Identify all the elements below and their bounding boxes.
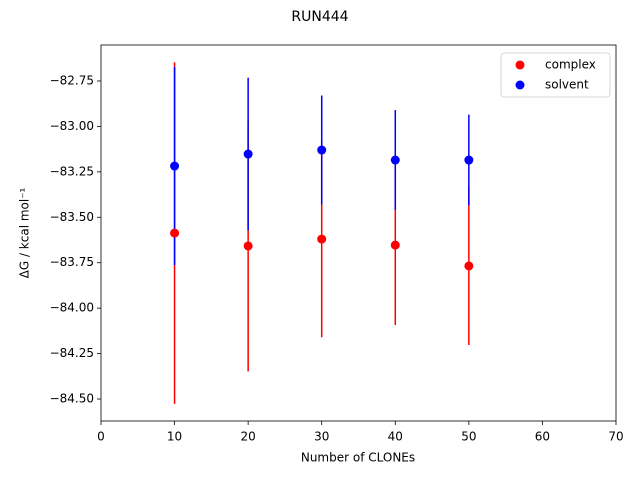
x-tick-label: 20 bbox=[241, 430, 256, 444]
legend-marker bbox=[515, 80, 525, 90]
y-tick-label: −82.75 bbox=[50, 73, 94, 87]
y-tick-label: −83.00 bbox=[50, 119, 94, 133]
point bbox=[317, 145, 327, 155]
point bbox=[170, 161, 180, 171]
x-tick-label: 60 bbox=[535, 430, 550, 444]
y-axis-label: ΔG / kcal mol⁻¹ bbox=[18, 187, 32, 278]
point bbox=[243, 149, 253, 159]
legend-label: complex bbox=[545, 58, 596, 72]
y-tick-label: −84.25 bbox=[50, 346, 94, 360]
y-tick-label: −84.50 bbox=[50, 392, 94, 406]
x-tick-label: 10 bbox=[167, 430, 182, 444]
chart-title: RUN444 bbox=[291, 9, 348, 25]
point bbox=[464, 261, 474, 271]
point bbox=[390, 240, 400, 250]
y-tick-label: −83.50 bbox=[50, 210, 94, 224]
point bbox=[243, 241, 253, 251]
point bbox=[390, 155, 400, 165]
legend-label: solvent bbox=[545, 78, 589, 92]
y-tick-label: −83.25 bbox=[50, 164, 94, 178]
x-tick-label: 70 bbox=[608, 430, 623, 444]
x-tick-label: 0 bbox=[97, 430, 105, 444]
plot-area bbox=[100, 44, 617, 422]
legend-marker bbox=[515, 60, 525, 70]
x-tick-label: 50 bbox=[461, 430, 476, 444]
point bbox=[317, 234, 327, 244]
y-tick-label: −84.00 bbox=[50, 301, 94, 315]
point bbox=[464, 155, 474, 165]
x-tick-label: 40 bbox=[388, 430, 403, 444]
legend-box bbox=[500, 52, 611, 98]
point bbox=[170, 228, 180, 238]
x-axis-label: Number of CLONEs bbox=[301, 451, 415, 465]
x-tick-label: 30 bbox=[314, 430, 329, 444]
y-tick-label: −83.75 bbox=[50, 255, 94, 269]
